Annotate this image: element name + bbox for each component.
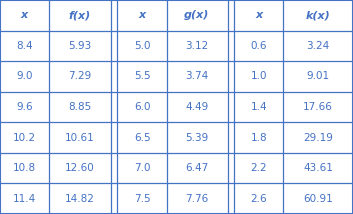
Text: 5.39: 5.39 <box>185 132 208 143</box>
Text: 5.0: 5.0 <box>134 41 150 51</box>
Text: 7.29: 7.29 <box>68 71 91 82</box>
Text: f(x): f(x) <box>68 10 91 20</box>
Text: 17.66: 17.66 <box>303 102 333 112</box>
Text: 2.2: 2.2 <box>251 163 267 173</box>
Text: 10.61: 10.61 <box>65 132 94 143</box>
Text: 6.47: 6.47 <box>185 163 208 173</box>
Text: 43.61: 43.61 <box>303 163 333 173</box>
Text: 1.0: 1.0 <box>251 71 267 82</box>
Text: 2.6: 2.6 <box>251 194 267 204</box>
Text: 4.49: 4.49 <box>185 102 208 112</box>
Text: 10.8: 10.8 <box>13 163 36 173</box>
Text: 9.0: 9.0 <box>16 71 33 82</box>
Text: 12.60: 12.60 <box>65 163 94 173</box>
Text: 8.85: 8.85 <box>68 102 91 112</box>
Text: 9.6: 9.6 <box>16 102 33 112</box>
Text: x: x <box>256 10 263 20</box>
Text: 6.0: 6.0 <box>134 102 150 112</box>
Text: 8.4: 8.4 <box>16 41 33 51</box>
Text: 10.2: 10.2 <box>13 132 36 143</box>
Text: 1.8: 1.8 <box>251 132 267 143</box>
Text: g(x): g(x) <box>184 10 209 20</box>
Text: 5.93: 5.93 <box>68 41 91 51</box>
Text: k(x): k(x) <box>306 10 331 20</box>
Text: x: x <box>21 10 28 20</box>
Text: 7.76: 7.76 <box>185 194 208 204</box>
Text: 3.24: 3.24 <box>307 41 330 51</box>
Text: 29.19: 29.19 <box>303 132 333 143</box>
Text: 14.82: 14.82 <box>65 194 94 204</box>
Text: 6.5: 6.5 <box>134 132 151 143</box>
Text: 11.4: 11.4 <box>13 194 36 204</box>
Text: 1.4: 1.4 <box>251 102 267 112</box>
Text: 3.12: 3.12 <box>185 41 208 51</box>
Text: x: x <box>139 10 146 20</box>
Text: 7.0: 7.0 <box>134 163 150 173</box>
Text: 9.01: 9.01 <box>307 71 330 82</box>
Text: 7.5: 7.5 <box>134 194 151 204</box>
Text: 3.74: 3.74 <box>185 71 208 82</box>
Text: 60.91: 60.91 <box>303 194 333 204</box>
Text: 0.6: 0.6 <box>251 41 267 51</box>
Text: 5.5: 5.5 <box>134 71 151 82</box>
